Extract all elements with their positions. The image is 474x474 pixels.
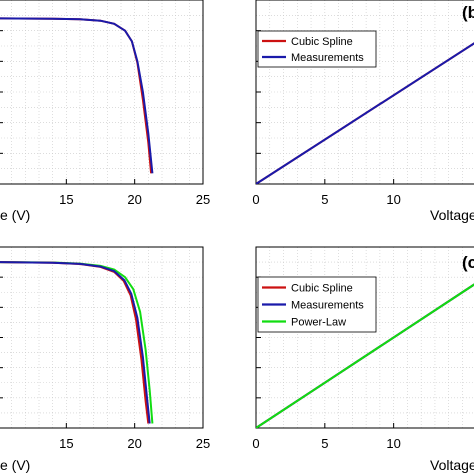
legend-entry: Power-Law	[291, 317, 346, 329]
series-line-1	[256, 42, 474, 184]
x-tick-label: 0	[252, 192, 259, 207]
series-line-1	[0, 261, 150, 424]
x-axis-label: e (V)	[0, 457, 30, 473]
x-axis-label: e (V)	[0, 207, 30, 223]
x-tick-label: 15	[59, 436, 73, 451]
series-line-2	[256, 283, 474, 428]
x-axis-label: Voltage	[430, 207, 474, 223]
series-line-1	[0, 17, 154, 174]
panel-label: (b	[462, 3, 474, 22]
x-tick-label: 20	[127, 436, 141, 451]
series-line-2	[0, 261, 151, 424]
legend: Cubic Spline Measurements Power-Law	[257, 276, 377, 333]
legend-entry: Cubic Spline	[291, 36, 353, 48]
chart-top-left: 15 20 25 e (V)	[0, 0, 210, 223]
legend-entry: Measurements	[291, 300, 364, 312]
x-tick-label: 25	[196, 436, 210, 451]
x-tick-label: 10	[386, 192, 400, 207]
x-tick-label: 20	[127, 192, 141, 207]
x-tick-label: 0	[252, 436, 259, 451]
axes-frame	[0, 0, 204, 185]
legend-entry: Cubic Spline	[291, 283, 353, 295]
x-tick-label: 5	[321, 436, 328, 451]
legend-entry: Measurements	[291, 52, 364, 64]
grid	[256, 0, 474, 184]
series-line-0	[0, 17, 153, 174]
chart-bottom-right: 0 5 10 Voltage (c Cubic Spline Measurements Pow…	[252, 246, 474, 473]
series-line-0	[0, 261, 154, 424]
chart-bottom-left: 15 20 25 e (V)	[0, 246, 210, 473]
chart-top-right: 0 5 10 Voltage (b Cubic Spline Measurements	[252, 0, 474, 223]
x-tick-label: 10	[386, 436, 400, 451]
x-tick-label: 15	[59, 192, 73, 207]
grid	[0, 0, 203, 184]
x-tick-label: 25	[196, 192, 210, 207]
legend: Cubic Spline Measurements	[257, 30, 377, 68]
x-axis-label: Voltage	[430, 457, 474, 473]
axes-frame	[0, 246, 204, 429]
panel-label: (c	[462, 253, 474, 272]
grid	[0, 247, 203, 428]
grid	[256, 247, 474, 428]
x-tick-label: 5	[321, 192, 328, 207]
legend-box	[257, 30, 377, 68]
